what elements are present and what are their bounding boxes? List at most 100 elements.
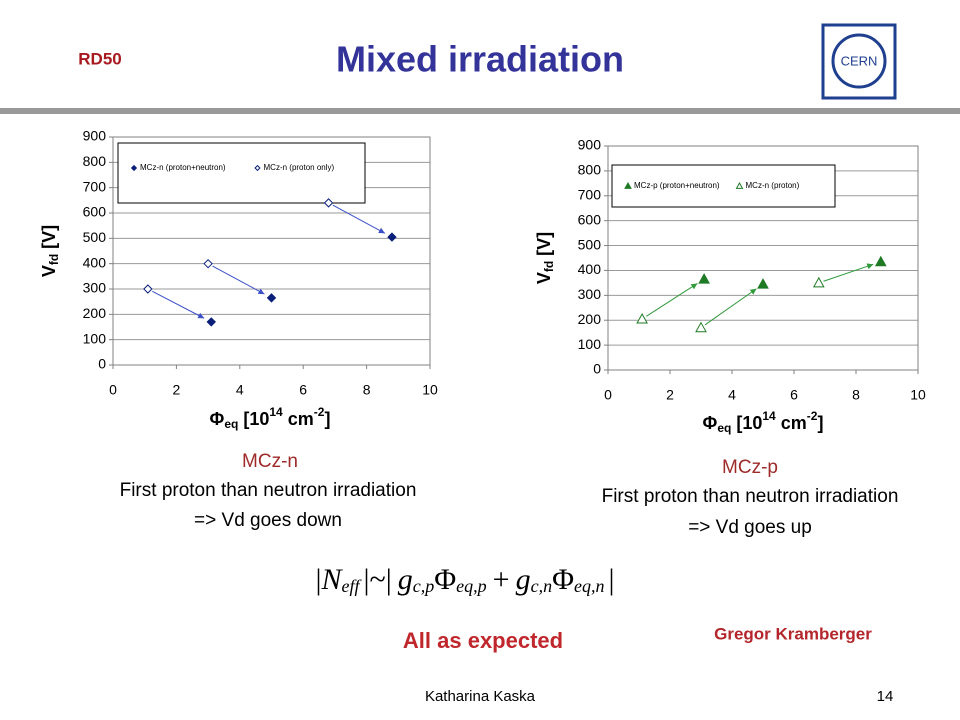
x-axis-label-part: eq [224, 417, 238, 431]
caption-line: First proton than neutron irradiation [602, 486, 899, 507]
legend-marker [130, 164, 138, 172]
x-tick-label: 2 [173, 382, 181, 398]
y-tick-label: 800 [578, 162, 602, 178]
x-tick-label: 2 [666, 387, 674, 403]
arrow-head [257, 288, 265, 295]
formula-part: | [609, 563, 615, 596]
formula-part: g [398, 563, 413, 596]
caption-title: MCz-p [722, 457, 778, 478]
y-tick-label: 700 [578, 186, 602, 202]
x-axis-label-part: ] [324, 409, 330, 429]
legend-marker [735, 181, 744, 189]
arrow [823, 263, 874, 282]
arrow [704, 288, 757, 326]
formula-part: + [493, 563, 510, 596]
y-axis-label-part: fd [542, 261, 556, 272]
arrow-head [690, 283, 698, 290]
x-tick-label: 10 [910, 387, 926, 403]
x-tick-label: 10 [422, 382, 438, 398]
legend-box [117, 142, 366, 204]
arrow-head [197, 312, 205, 319]
arrow [152, 290, 205, 319]
footer-author: Katharina Kaska [425, 688, 536, 705]
y-axis-label-part: V [534, 272, 554, 284]
x-axis-label-part: ] [817, 413, 823, 433]
y-axis-label-part: [V] [39, 225, 59, 254]
caption-line: => Vd goes down [194, 510, 342, 531]
y-tick-label: 400 [578, 261, 602, 277]
logo-ring [831, 33, 887, 89]
chart: 0 100 200 300 400 500 600 700 800 900 0 2 4 6 8 10 Φeq [… [534, 137, 926, 435]
arrow-head [749, 288, 757, 295]
x-tick-label: 4 [728, 387, 736, 403]
y-axis-label-part: [V] [534, 232, 554, 261]
y-tick-label: 200 [578, 311, 602, 327]
legend-marker [624, 181, 632, 189]
y-tick-label: 700 [83, 178, 107, 194]
slide-label: RD50 [78, 49, 121, 68]
legend-box [611, 164, 836, 208]
y-tick-label: 200 [83, 305, 107, 321]
data-point [698, 273, 710, 284]
legend-label: MCz-n (proton only) [264, 163, 335, 172]
formula-part: g [516, 563, 531, 596]
caption-title: MCz-n [242, 451, 298, 472]
y-tick-label: 500 [578, 236, 602, 252]
x-axis-label-part: 14 [269, 405, 283, 419]
x-axis-label-part: eq [717, 421, 731, 435]
y-tick-label: 600 [83, 204, 107, 220]
x-axis-label-part: cm [283, 409, 314, 429]
data-point [695, 321, 707, 333]
y-tick-label: 300 [83, 280, 107, 296]
slide-title: Mixed irradiation [336, 39, 624, 80]
caption-line: First proton than neutron irradiation [120, 480, 417, 501]
x-tick-label: 0 [604, 387, 612, 403]
data-point [812, 276, 825, 288]
y-tick-label: 0 [98, 356, 106, 372]
title-rule [0, 108, 960, 114]
arrow [212, 265, 265, 295]
y-axis-label: Vfd [V] [39, 225, 61, 277]
y-tick-label: 900 [578, 137, 602, 153]
arrow [646, 283, 698, 317]
x-tick-label: 4 [236, 382, 244, 398]
y-axis-label-part: V [39, 265, 59, 277]
y-tick-label: 600 [578, 211, 602, 227]
x-axis-label: Φeq [1014 cm-2] [210, 405, 331, 431]
arrow-head [866, 263, 874, 270]
x-axis-label-part: cm [776, 413, 807, 433]
data-point [143, 284, 153, 294]
x-axis-label-part: 14 [762, 409, 776, 423]
data-point [387, 232, 397, 242]
y-axis-label: Vfd [V] [534, 232, 556, 284]
data-point [266, 293, 277, 303]
x-axis-label-part: Φ [210, 409, 225, 429]
legend-label: MCz-n (proton) [746, 181, 800, 190]
formula-part: Φ [552, 563, 574, 596]
x-tick-label: 6 [790, 387, 798, 403]
formula-part: |~| [363, 563, 391, 596]
data-point [203, 258, 213, 269]
legend-marker [254, 164, 261, 172]
formula-part: c,n [531, 576, 553, 596]
chart: 0 100 200 300 400 500 600 700 800 900 0 2 4 6 8 10 Φeq [… [39, 128, 438, 431]
formula: |Neff |~| gc,pΦeq,p + gc,nΦeq,n | [315, 563, 614, 596]
x-axis-label-part: -2 [807, 409, 818, 423]
plot-frame [607, 145, 919, 371]
data-point [757, 278, 769, 289]
legend-label: MCz-p (proton+neutron) [634, 181, 720, 190]
y-axis-label-part: fd [47, 254, 61, 265]
x-tick-label: 6 [299, 382, 307, 398]
y-tick-label: 300 [578, 286, 602, 302]
credit: Gregor Kramberger [714, 624, 872, 643]
x-axis-label-part: [10 [238, 409, 269, 429]
data-point [323, 198, 334, 208]
formula-part: N [320, 563, 343, 596]
legend-label: MCz-n (proton+neutron) [140, 163, 226, 172]
cern-logo: CERN [821, 23, 897, 100]
formula-part: Φ [434, 563, 456, 596]
y-tick-label: 900 [83, 128, 107, 144]
x-tick-label: 8 [852, 387, 860, 403]
data-point [636, 312, 648, 324]
x-axis-label-part: -2 [314, 405, 325, 419]
